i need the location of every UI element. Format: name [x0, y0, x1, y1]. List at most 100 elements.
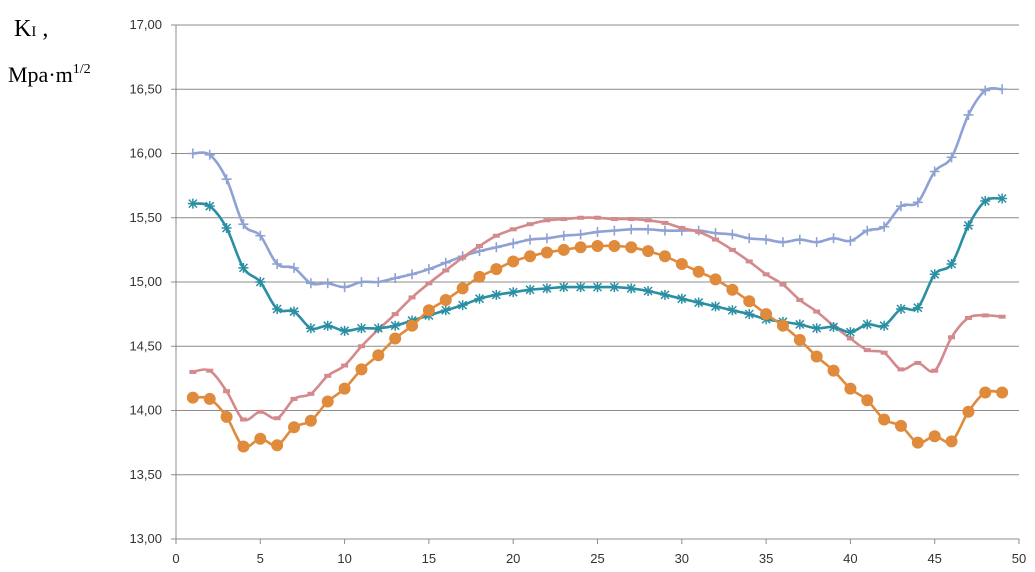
data-point: [592, 282, 603, 293]
data-point: [931, 368, 939, 373]
data-point: [895, 201, 906, 212]
data-point: [796, 297, 804, 302]
data-point: [440, 257, 451, 268]
data-point: [946, 259, 957, 270]
data-point: [339, 325, 350, 336]
data-point: [540, 246, 553, 259]
data-point: [948, 335, 956, 340]
data-point: [239, 417, 247, 422]
data-point: [862, 319, 873, 330]
data-point: [727, 229, 738, 240]
data-point: [255, 277, 266, 287]
x-tick-label: 5: [257, 551, 264, 566]
data-point: [272, 259, 283, 270]
data-point: [577, 215, 585, 220]
data-point: [678, 226, 686, 231]
data-point: [727, 305, 738, 316]
data-point: [644, 218, 652, 223]
data-point: [609, 282, 620, 293]
data-point: [625, 241, 638, 254]
data-point: [997, 84, 1008, 95]
data-point: [307, 391, 315, 396]
data-point: [324, 373, 332, 378]
data-point: [627, 217, 635, 222]
data-point: [709, 273, 722, 286]
data-point: [743, 295, 756, 308]
gridlines: [176, 24, 1019, 476]
data-point: [981, 313, 989, 318]
data-point: [661, 220, 669, 225]
data-point: [356, 323, 367, 334]
data-point: [508, 238, 519, 249]
data-point: [237, 440, 250, 453]
data-point: [423, 264, 434, 275]
data-point: [525, 284, 536, 295]
series-3: [187, 193, 1008, 338]
data-point: [929, 269, 940, 280]
data-point: [659, 289, 670, 300]
data-point: [255, 230, 266, 241]
data-point: [710, 301, 721, 312]
y-tick-label: 13,00: [129, 531, 162, 546]
x-tick-labels: 0 5 10 15 20 25 30 35 40 45 50: [172, 551, 1026, 566]
data-point: [357, 344, 365, 349]
x-tick-label: 0: [172, 551, 179, 566]
y-tick-label: 14,00: [129, 403, 162, 418]
data-point: [712, 237, 720, 242]
data-point: [813, 309, 821, 314]
data-point: [272, 303, 283, 314]
data-point: [962, 405, 975, 418]
data-point: [221, 174, 232, 185]
data-point: [878, 413, 891, 426]
data-point: [492, 233, 500, 238]
data-point: [591, 240, 604, 253]
data-point: [844, 382, 857, 395]
data-point: [575, 229, 586, 240]
series-line: [192, 87, 1003, 289]
data-point: [726, 283, 739, 296]
data-point: [894, 419, 907, 432]
data-point: [457, 300, 468, 311]
data-point: [828, 233, 839, 244]
y-tick-label: 15,50: [129, 210, 162, 225]
data-point: [609, 225, 620, 236]
data-point: [390, 320, 401, 331]
data-point: [187, 148, 198, 159]
data-point: [793, 333, 806, 346]
data-point: [879, 320, 890, 331]
data-point: [811, 323, 822, 334]
data-point: [541, 283, 552, 294]
data-point: [254, 432, 267, 445]
data-point: [474, 293, 485, 304]
data-point: [204, 149, 215, 160]
axes: [171, 24, 1020, 544]
data-point: [322, 278, 333, 289]
data-point: [963, 109, 974, 120]
data-point: [525, 234, 536, 245]
data-point: [914, 360, 922, 365]
data-point: [946, 152, 957, 163]
data-point: [626, 283, 637, 294]
data-point: [980, 196, 991, 207]
data-point: [762, 272, 770, 277]
data-point: [846, 336, 854, 341]
data-point: [863, 348, 871, 353]
y-tick-label: 17,00: [129, 17, 162, 32]
y-axis-label: KI , Mpa·m1/2: [0, 0, 120, 100]
data-point: [810, 350, 823, 363]
y-tick-label: 16,50: [129, 81, 162, 96]
data-point: [643, 224, 654, 235]
data-point: [289, 262, 300, 273]
data-point: [204, 201, 215, 212]
data-point: [574, 241, 587, 254]
data-point: [221, 223, 232, 234]
data-point: [491, 289, 502, 300]
data-point: [373, 323, 384, 334]
data-point: [321, 395, 334, 408]
data-point: [608, 240, 621, 253]
x-tick-label: 40: [843, 551, 857, 566]
data-point: [356, 277, 367, 287]
data-point: [963, 220, 974, 231]
x-tick-label: 15: [422, 551, 436, 566]
